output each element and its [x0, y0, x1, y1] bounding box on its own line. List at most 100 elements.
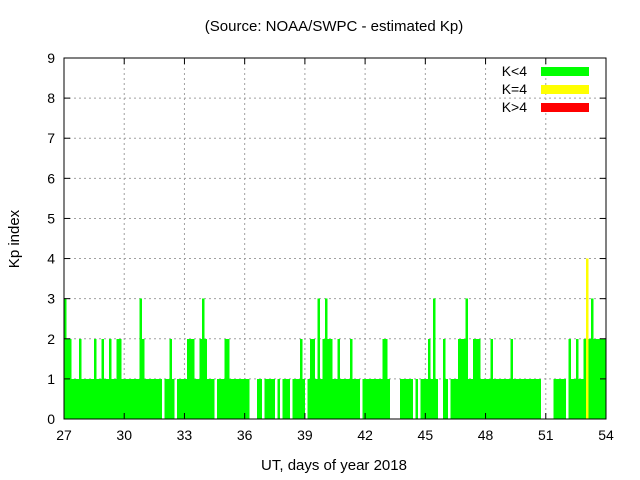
- kp-bar: [244, 378, 248, 419]
- kp-bar: [578, 378, 581, 419]
- kp-bar: [598, 338, 601, 419]
- kp-bar: [478, 338, 481, 419]
- kp-bar: [362, 378, 366, 419]
- kp-bar: [450, 378, 453, 419]
- kp-bar: [435, 378, 438, 419]
- kp-bar: [257, 378, 260, 419]
- kp-bar: [124, 378, 127, 419]
- kp-bar: [212, 378, 215, 419]
- kp-bar: [538, 378, 541, 419]
- legend-swatch: [541, 67, 589, 76]
- kp-bar: [69, 338, 72, 419]
- chart-title: (Source: NOAA/SWPC - estimated Kp): [205, 18, 463, 35]
- kp-bar: [287, 378, 290, 419]
- kp-bar: [387, 378, 391, 419]
- kp-bar: [202, 298, 205, 419]
- kp-bar: [144, 378, 147, 419]
- kp-bar: [415, 378, 418, 419]
- kp-bar: [465, 298, 468, 419]
- kp-bar: [510, 338, 514, 419]
- kp-bar: [560, 378, 564, 419]
- kp-bar: [99, 378, 102, 419]
- legend-swatch: [541, 85, 589, 94]
- kp-bar: [71, 378, 75, 419]
- kp-bar: [111, 378, 115, 419]
- kp-bar: [357, 378, 361, 419]
- kp-bar: [533, 378, 536, 419]
- kp-bar: [139, 298, 142, 419]
- y-axis-ticks: 0 1 2 3 4 5 6 7 8 9: [47, 50, 606, 427]
- x-tick-label: 48: [478, 427, 494, 443]
- kp-bar: [181, 378, 185, 419]
- y-tick-label: 5: [47, 210, 55, 226]
- kp-bar: [116, 338, 120, 419]
- kp-bar: [370, 378, 373, 419]
- kp-bar: [515, 378, 519, 419]
- kp-bar: [470, 378, 474, 419]
- kp-bar: [186, 338, 190, 419]
- kp-bar: [302, 378, 305, 419]
- kp-bar: [420, 378, 423, 419]
- kp-bar: [335, 378, 338, 419]
- kp-bar: [277, 378, 280, 419]
- kp-bar: [89, 378, 92, 419]
- legend-swatch: [541, 103, 589, 112]
- kp-bar: [595, 338, 599, 419]
- kp-bar: [294, 378, 298, 419]
- y-tick-label: 4: [47, 251, 55, 267]
- kp-bar: [219, 378, 223, 419]
- kp-bar: [309, 338, 313, 419]
- kp-bar: [352, 378, 356, 419]
- kp-bar: [292, 378, 295, 419]
- kp-bars: [64, 258, 606, 419]
- kp-bar: [585, 258, 589, 419]
- kp-bar: [442, 338, 446, 419]
- kp-bar: [86, 378, 90, 419]
- kp-bar: [207, 378, 210, 419]
- kp-bar: [76, 378, 80, 419]
- kp-bar: [500, 378, 504, 419]
- kp-bar: [96, 378, 100, 419]
- x-tick-label: 30: [116, 427, 132, 443]
- kp-bar: [126, 378, 130, 419]
- kp-bar: [146, 378, 150, 419]
- kp-bar: [74, 378, 77, 419]
- kp-bar: [503, 378, 506, 419]
- kp-bar: [234, 378, 238, 419]
- kp-bar: [505, 378, 509, 419]
- legend-label: K>4: [502, 99, 528, 115]
- kp-bar: [375, 378, 378, 419]
- kp-bar: [473, 338, 476, 419]
- kp-bar: [267, 378, 270, 419]
- x-axis-ticks: 27 30 33 36 39 42 45 48 51 54: [56, 58, 614, 443]
- kp-bar: [151, 378, 155, 419]
- x-axis-label: UT, days of year 2018: [261, 457, 407, 474]
- kp-bar: [282, 378, 285, 419]
- kp-bar: [327, 338, 330, 419]
- kp-bar: [427, 338, 431, 419]
- kp-bar: [573, 378, 576, 419]
- kp-bar: [259, 378, 263, 419]
- kp-bar: [385, 338, 388, 419]
- y-tick-label: 8: [47, 90, 55, 106]
- kp-bar: [264, 378, 268, 419]
- kp-bar: [590, 298, 594, 419]
- x-tick-label: 51: [538, 427, 554, 443]
- kp-bar: [297, 378, 300, 419]
- kp-bar: [169, 338, 172, 419]
- kp-bar: [488, 378, 491, 419]
- kp-bar: [312, 338, 315, 419]
- y-tick-label: 9: [47, 50, 55, 66]
- kp-bar: [430, 378, 433, 419]
- kp-bar: [372, 378, 376, 419]
- kp-bar: [189, 338, 192, 419]
- kp-bar: [455, 378, 458, 419]
- kp-bar: [119, 338, 122, 419]
- kp-bar: [199, 338, 203, 419]
- kp-bar: [94, 338, 97, 419]
- kp-bar: [232, 378, 235, 419]
- kp-bar: [164, 378, 167, 419]
- kp-bar: [196, 378, 200, 419]
- y-tick-label: 6: [47, 170, 55, 186]
- plot-border: [63, 57, 607, 420]
